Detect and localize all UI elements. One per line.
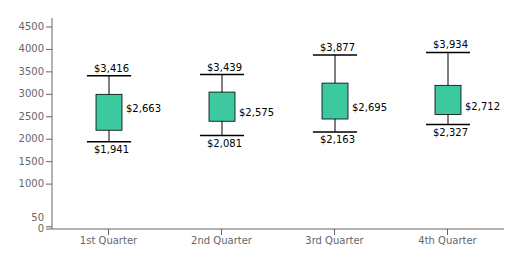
svg-text:$2,163: $2,163 (320, 134, 355, 145)
svg-text:2nd Quarter: 2nd Quarter (191, 235, 253, 246)
svg-text:$3,416: $3,416 (94, 63, 129, 74)
svg-text:50: 50 (31, 212, 44, 223)
svg-text:1500: 1500 (19, 156, 44, 167)
svg-text:$2,695: $2,695 (352, 102, 387, 113)
svg-text:$1,941: $1,941 (94, 144, 129, 155)
svg-text:4500: 4500 (19, 21, 44, 32)
svg-text:2500: 2500 (19, 111, 44, 122)
svg-text:2000: 2000 (19, 133, 44, 144)
svg-text:3500: 3500 (19, 66, 44, 77)
svg-text:4000: 4000 (19, 43, 44, 54)
svg-text:$2,081: $2,081 (207, 138, 242, 149)
svg-text:3rd Quarter: 3rd Quarter (305, 235, 364, 246)
svg-text:$2,712: $2,712 (465, 101, 500, 112)
svg-text:4th Quarter: 4th Quarter (418, 235, 477, 246)
svg-text:3000: 3000 (19, 88, 44, 99)
svg-text:$2,327: $2,327 (433, 127, 468, 138)
svg-text:$2,575: $2,575 (239, 107, 274, 118)
svg-text:$3,439: $3,439 (207, 62, 242, 73)
svg-text:$3,934: $3,934 (433, 39, 468, 50)
svg-text:$3,877: $3,877 (320, 42, 355, 53)
svg-text:1st Quarter: 1st Quarter (80, 235, 138, 246)
svg-text:$2,663: $2,663 (126, 103, 161, 114)
svg-text:0: 0 (38, 223, 44, 234)
svg-text:1000: 1000 (19, 178, 44, 189)
